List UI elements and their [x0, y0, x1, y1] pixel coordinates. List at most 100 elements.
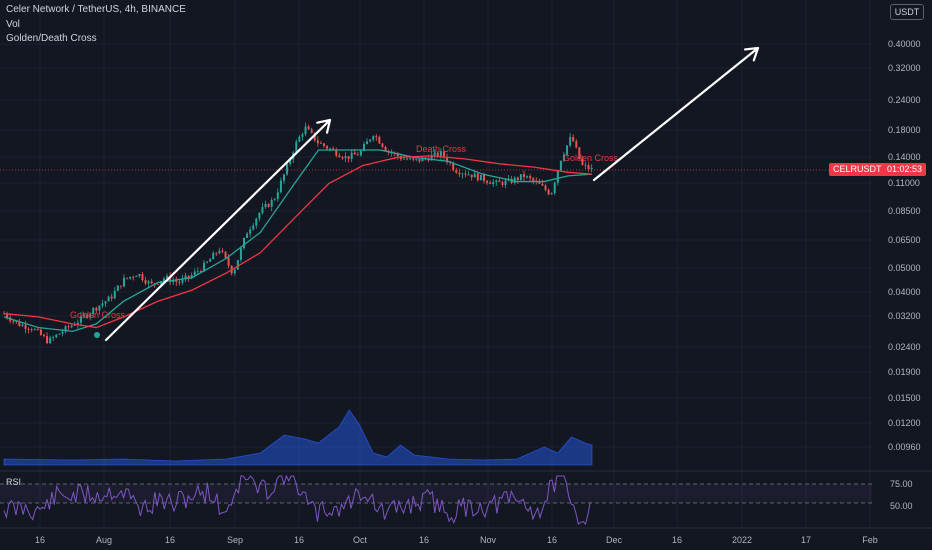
candle-body	[498, 180, 501, 182]
candle-body	[322, 143, 325, 147]
candle-body	[12, 320, 15, 322]
indicator-legend[interactable]: Golden/Death Cross	[6, 33, 97, 44]
candle-body	[95, 308, 98, 311]
candle-body	[202, 262, 205, 272]
candle-body	[267, 203, 270, 207]
candle-body	[418, 159, 421, 162]
x-tick-label: Nov	[480, 535, 497, 545]
candle-body	[110, 296, 113, 299]
candle-body	[298, 136, 301, 142]
candle-body	[27, 328, 30, 330]
candle-body	[347, 156, 350, 159]
candle-body	[409, 158, 412, 160]
candle-body	[55, 334, 58, 338]
y-axis[interactable]: 0.40000 0.32000 0.24000 0.18000 0.14000 0.110…	[888, 39, 921, 452]
price-tag-symbol: CELRUSDT	[833, 164, 882, 174]
cross-label: Golden Cross	[70, 310, 126, 320]
candle-body	[212, 253, 215, 260]
candle-body	[184, 275, 187, 279]
arrow-head	[316, 118, 332, 134]
candle-body	[470, 174, 473, 178]
candle-body	[227, 257, 230, 266]
candle-body	[541, 183, 544, 186]
candle-body	[421, 157, 424, 162]
candle-body	[132, 276, 135, 278]
ma-green-line	[3, 149, 593, 332]
candle-body	[415, 159, 418, 160]
candle-body	[366, 141, 369, 145]
candle-body	[316, 140, 319, 144]
candle-body	[501, 181, 504, 186]
candle-body	[113, 290, 116, 299]
trend-arrow-2[interactable]	[592, 46, 760, 182]
currency-badge[interactable]: USDT	[890, 4, 924, 20]
x-tick-label: Oct	[353, 535, 368, 545]
x-tick-label: Aug	[96, 535, 112, 545]
candle-body	[378, 136, 381, 144]
symbol-legend[interactable]: Celer Network / TetherUS, 4h, BINANCE	[6, 4, 186, 15]
y-tick-label: 0.01200	[888, 418, 921, 428]
candle-body	[307, 126, 310, 130]
candle-body	[344, 156, 347, 159]
candle-body	[270, 199, 273, 207]
candle-body	[359, 150, 362, 156]
candle-body	[436, 152, 439, 157]
price-tag-countdown: 01:02:53	[886, 164, 922, 174]
candle-body	[144, 280, 147, 284]
candle-body	[479, 174, 482, 181]
candle-body	[384, 146, 387, 151]
candle-body	[396, 153, 399, 157]
candle-body	[261, 207, 264, 213]
candle-body	[319, 143, 322, 145]
candle-body	[49, 337, 52, 344]
y-tick-label: 0.01500	[888, 393, 921, 403]
candle-body	[224, 251, 227, 258]
candle-body	[282, 174, 285, 181]
candle-body	[350, 152, 353, 159]
candle-body	[476, 173, 479, 181]
candle-body	[581, 158, 584, 165]
candle-body	[578, 147, 581, 159]
candle-body	[36, 329, 39, 331]
candle-body	[147, 281, 150, 284]
candle-body	[218, 250, 221, 254]
candle-body	[67, 326, 70, 328]
candle-body	[486, 180, 489, 183]
candle-body	[18, 321, 21, 327]
x-axis[interactable]: 16 Aug 16 Sep 16 Oct 16 Nov 16 Dec 16 2022 17 Feb	[0, 527, 932, 545]
candle-body	[236, 259, 239, 270]
candle-body	[412, 158, 415, 160]
candle-body	[215, 253, 218, 254]
candle-body	[353, 152, 356, 155]
x-tick-label: 16	[294, 535, 304, 545]
candle-body	[553, 182, 556, 194]
trend-arrow-1[interactable]	[104, 118, 332, 342]
cross-label: Death Cross	[416, 144, 467, 154]
candle-body	[86, 315, 89, 318]
rsi-legend[interactable]: RSI	[6, 477, 22, 487]
candle-body	[258, 212, 261, 219]
x-tick-label: 17	[801, 535, 811, 545]
rsi-line	[3, 474, 591, 525]
y-tick-label: 0.40000	[888, 39, 921, 49]
candle-body	[169, 275, 172, 283]
y-tick-label: 0.03200	[888, 311, 921, 321]
candle-body	[375, 136, 378, 138]
arrow-shaft	[592, 46, 760, 182]
candle-body	[141, 274, 144, 281]
candle-body	[341, 157, 344, 159]
vol-legend[interactable]: Vol	[6, 19, 20, 30]
candle-body	[489, 182, 492, 185]
x-tick-label: 16	[419, 535, 429, 545]
candle-body	[572, 137, 575, 142]
candle-body	[482, 174, 485, 181]
candle-body	[92, 308, 95, 314]
rsi-tick-label: 75.00	[890, 479, 913, 489]
ma-red-line	[3, 155, 593, 329]
candle-body	[329, 148, 332, 150]
trend-arrows[interactable]	[104, 46, 760, 342]
candle-body	[550, 193, 553, 195]
candle-body	[455, 169, 458, 173]
candle-body	[566, 145, 569, 155]
